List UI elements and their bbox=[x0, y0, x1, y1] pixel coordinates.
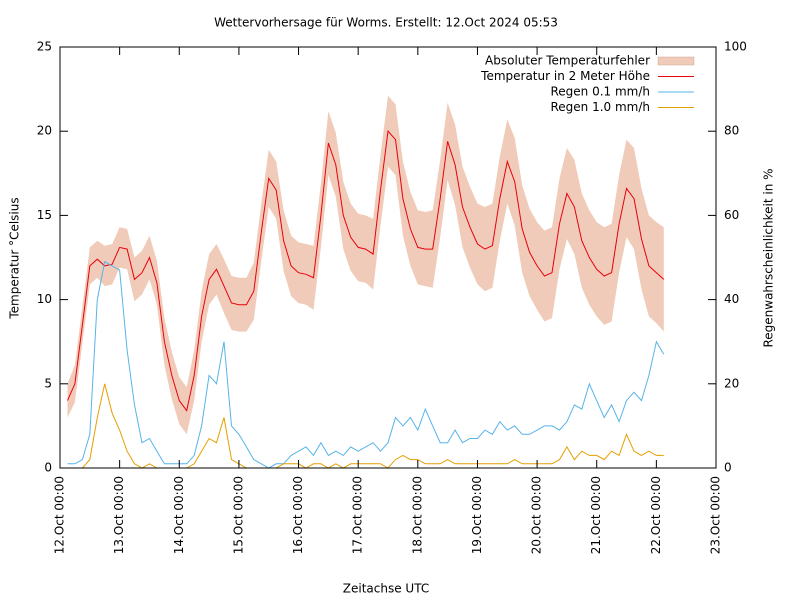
chart-title: Wettervorhersage für Worms. Erstellt: 12… bbox=[214, 16, 558, 30]
y2-tick-label: 0 bbox=[724, 461, 732, 475]
plot-frame bbox=[59, 46, 717, 469]
y2-axis-label: Regenwahrscheinlichkeit in % bbox=[762, 168, 776, 347]
x-tick-label: 13.Oct 00:00 bbox=[112, 476, 126, 554]
x-tick-label: 18.Oct 00:00 bbox=[410, 476, 424, 554]
y2-tick-label: 60 bbox=[724, 208, 739, 222]
y-tick-label: 0 bbox=[44, 461, 52, 475]
legend-swatch bbox=[657, 56, 695, 66]
x-tick-label: 12.Oct 00:00 bbox=[53, 476, 67, 554]
x-tick-label: 20.Oct 00:00 bbox=[530, 476, 544, 554]
y-tick-label: 10 bbox=[37, 292, 52, 306]
y-tick-label: 25 bbox=[37, 40, 52, 54]
legend-label: Regen 0.1 mm/h bbox=[550, 85, 650, 99]
legend-label: Absoluter Temperaturfehler bbox=[485, 54, 650, 68]
series-line bbox=[67, 260, 665, 469]
x-tick-label: 15.Oct 00:00 bbox=[231, 476, 245, 554]
x-tick-label: 23.Oct 00:00 bbox=[709, 476, 723, 554]
y-tick-label: 15 bbox=[37, 208, 52, 222]
x-tick-label: 22.Oct 00:00 bbox=[649, 476, 663, 554]
y-tick-label: 5 bbox=[44, 376, 52, 390]
x-tick-label: 16.Oct 00:00 bbox=[291, 476, 305, 554]
y2-tick-label: 40 bbox=[724, 292, 739, 306]
y-tick-label: 20 bbox=[37, 124, 52, 138]
series-line bbox=[67, 130, 665, 412]
x-tick-label: 14.Oct 00:00 bbox=[172, 476, 186, 554]
legend-label: Regen 1.0 mm/h bbox=[550, 100, 650, 114]
y2-tick-label: 20 bbox=[724, 376, 739, 390]
x-tick-label: 17.Oct 00:00 bbox=[351, 476, 365, 554]
legend-label: Temperatur in 2 Meter Höhe bbox=[480, 69, 650, 83]
x-tick-label: 19.Oct 00:00 bbox=[470, 476, 484, 554]
y2-tick-label: 80 bbox=[724, 124, 739, 138]
y2-tick-label: 100 bbox=[724, 40, 747, 54]
y-axis-label: Temperatur °Celsius bbox=[8, 197, 22, 319]
x-tick-label: 21.Oct 00:00 bbox=[589, 476, 603, 554]
x-axis-label: Zeitachse UTC bbox=[343, 582, 429, 596]
